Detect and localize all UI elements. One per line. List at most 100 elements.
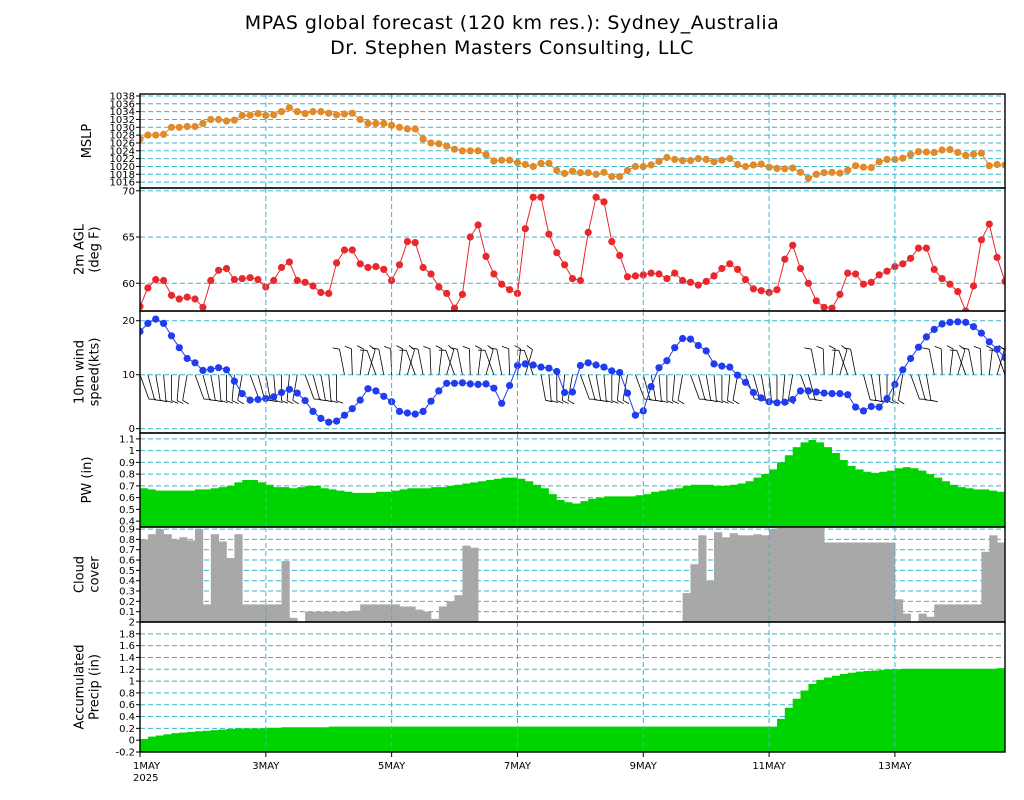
temp-point	[348, 246, 356, 254]
wind-point	[867, 402, 875, 411]
ytick-label-cloud: 0.8	[119, 535, 135, 546]
wind-point	[962, 318, 970, 326]
temp-point	[309, 282, 317, 290]
ytick-label-precip: 2	[129, 618, 135, 629]
wind-barb	[548, 374, 552, 401]
wind-barb	[603, 374, 607, 401]
wind-point	[1001, 353, 1005, 361]
mslp-point	[348, 109, 356, 117]
temp-point	[1009, 299, 1016, 306]
temp-point	[749, 285, 758, 293]
wind-barb-flag	[600, 399, 608, 403]
wind-barb-flag	[330, 400, 338, 403]
wind-barb	[399, 348, 404, 375]
wind-point	[215, 364, 223, 372]
temp-point	[993, 253, 1001, 261]
wind-point	[946, 318, 954, 326]
temp-point	[215, 266, 223, 274]
wind-point	[513, 361, 522, 370]
temp-point	[694, 281, 702, 289]
wind-point	[859, 407, 868, 415]
wind-point	[160, 319, 168, 327]
wind-barb	[956, 350, 967, 375]
plot-area-wind	[140, 311, 1005, 433]
wind-barb-flag	[551, 400, 559, 403]
wind-barb-flag	[930, 399, 938, 403]
wind-point	[380, 392, 388, 400]
wind-point	[993, 345, 1001, 353]
cloud-bar	[918, 613, 927, 622]
wind-point	[655, 364, 663, 372]
mslp-point	[403, 125, 411, 133]
wind-point	[883, 394, 891, 403]
cloud-bar	[438, 606, 447, 622]
mslp-point	[875, 158, 883, 166]
mslp-point	[608, 173, 616, 181]
wind-point	[230, 377, 238, 385]
ytick-label-precip: -0.2	[115, 748, 135, 759]
temp-point	[160, 276, 168, 285]
ytick-label-mslp: 1018	[110, 170, 135, 181]
wind-point	[592, 361, 600, 369]
temp-point	[616, 251, 624, 260]
mslp-point	[647, 161, 655, 169]
wind-point	[844, 391, 852, 399]
wind-point	[969, 323, 978, 331]
xtick-label: 5MAY	[378, 761, 406, 772]
wind-point	[647, 383, 655, 391]
mslp-point	[962, 151, 970, 160]
wind-barb	[910, 374, 920, 400]
wind-barb-flag	[501, 346, 509, 350]
wind-point	[427, 397, 435, 405]
wind-point	[553, 367, 561, 376]
wind-barb-flag	[898, 399, 905, 405]
wind-point	[930, 325, 938, 333]
precip-area	[140, 668, 1005, 752]
mslp-point	[836, 169, 844, 177]
wind-line	[140, 318, 1005, 423]
cloud-bar	[682, 593, 691, 622]
temp-point	[757, 287, 765, 295]
mslp-point	[694, 155, 702, 163]
cloud-bar	[407, 606, 416, 622]
cloud-bar	[218, 541, 227, 622]
wind-barb	[810, 349, 817, 375]
ytick-label-temp: 60	[122, 279, 135, 290]
wind-point	[435, 387, 443, 395]
wind-barb	[457, 349, 463, 375]
panel-mslp: 1016101810201022102410261028103010321034…	[80, 91, 1006, 189]
wind-barb-flag	[677, 399, 685, 405]
cloud-bar	[147, 534, 157, 622]
wind-barb	[257, 374, 266, 400]
cloud-bar	[737, 535, 746, 622]
wind-barb	[672, 374, 676, 401]
temp-point	[930, 265, 938, 273]
cloud-bar	[753, 534, 762, 622]
wind-point	[576, 361, 585, 370]
cloud-bar	[690, 564, 699, 622]
wind-barb	[995, 350, 1005, 375]
temp-point	[914, 244, 923, 252]
wind-barb-flag	[892, 400, 900, 405]
wind-barb-flag	[816, 346, 824, 350]
wind-point	[679, 334, 687, 343]
temp-point	[922, 244, 931, 252]
cloud-bar	[202, 604, 212, 622]
mslp-point	[789, 164, 797, 172]
wind-point	[277, 388, 286, 397]
wind-barb-flag	[275, 400, 283, 403]
ytick-label-mslp: 1038	[110, 91, 135, 102]
temp-point	[875, 271, 883, 279]
temp-point	[167, 291, 176, 299]
wind-barb-flag	[961, 347, 969, 350]
cloud-bar	[847, 542, 856, 622]
mslp-line	[140, 107, 1005, 179]
ytick-label-wind: 10	[122, 370, 135, 381]
cloud-bar	[470, 547, 479, 622]
mslp-point	[191, 122, 199, 131]
temp-point	[576, 276, 585, 285]
wind-point	[474, 380, 482, 388]
mslp-point	[222, 117, 231, 125]
mslp-point	[710, 158, 718, 166]
mslp-point	[277, 108, 286, 116]
